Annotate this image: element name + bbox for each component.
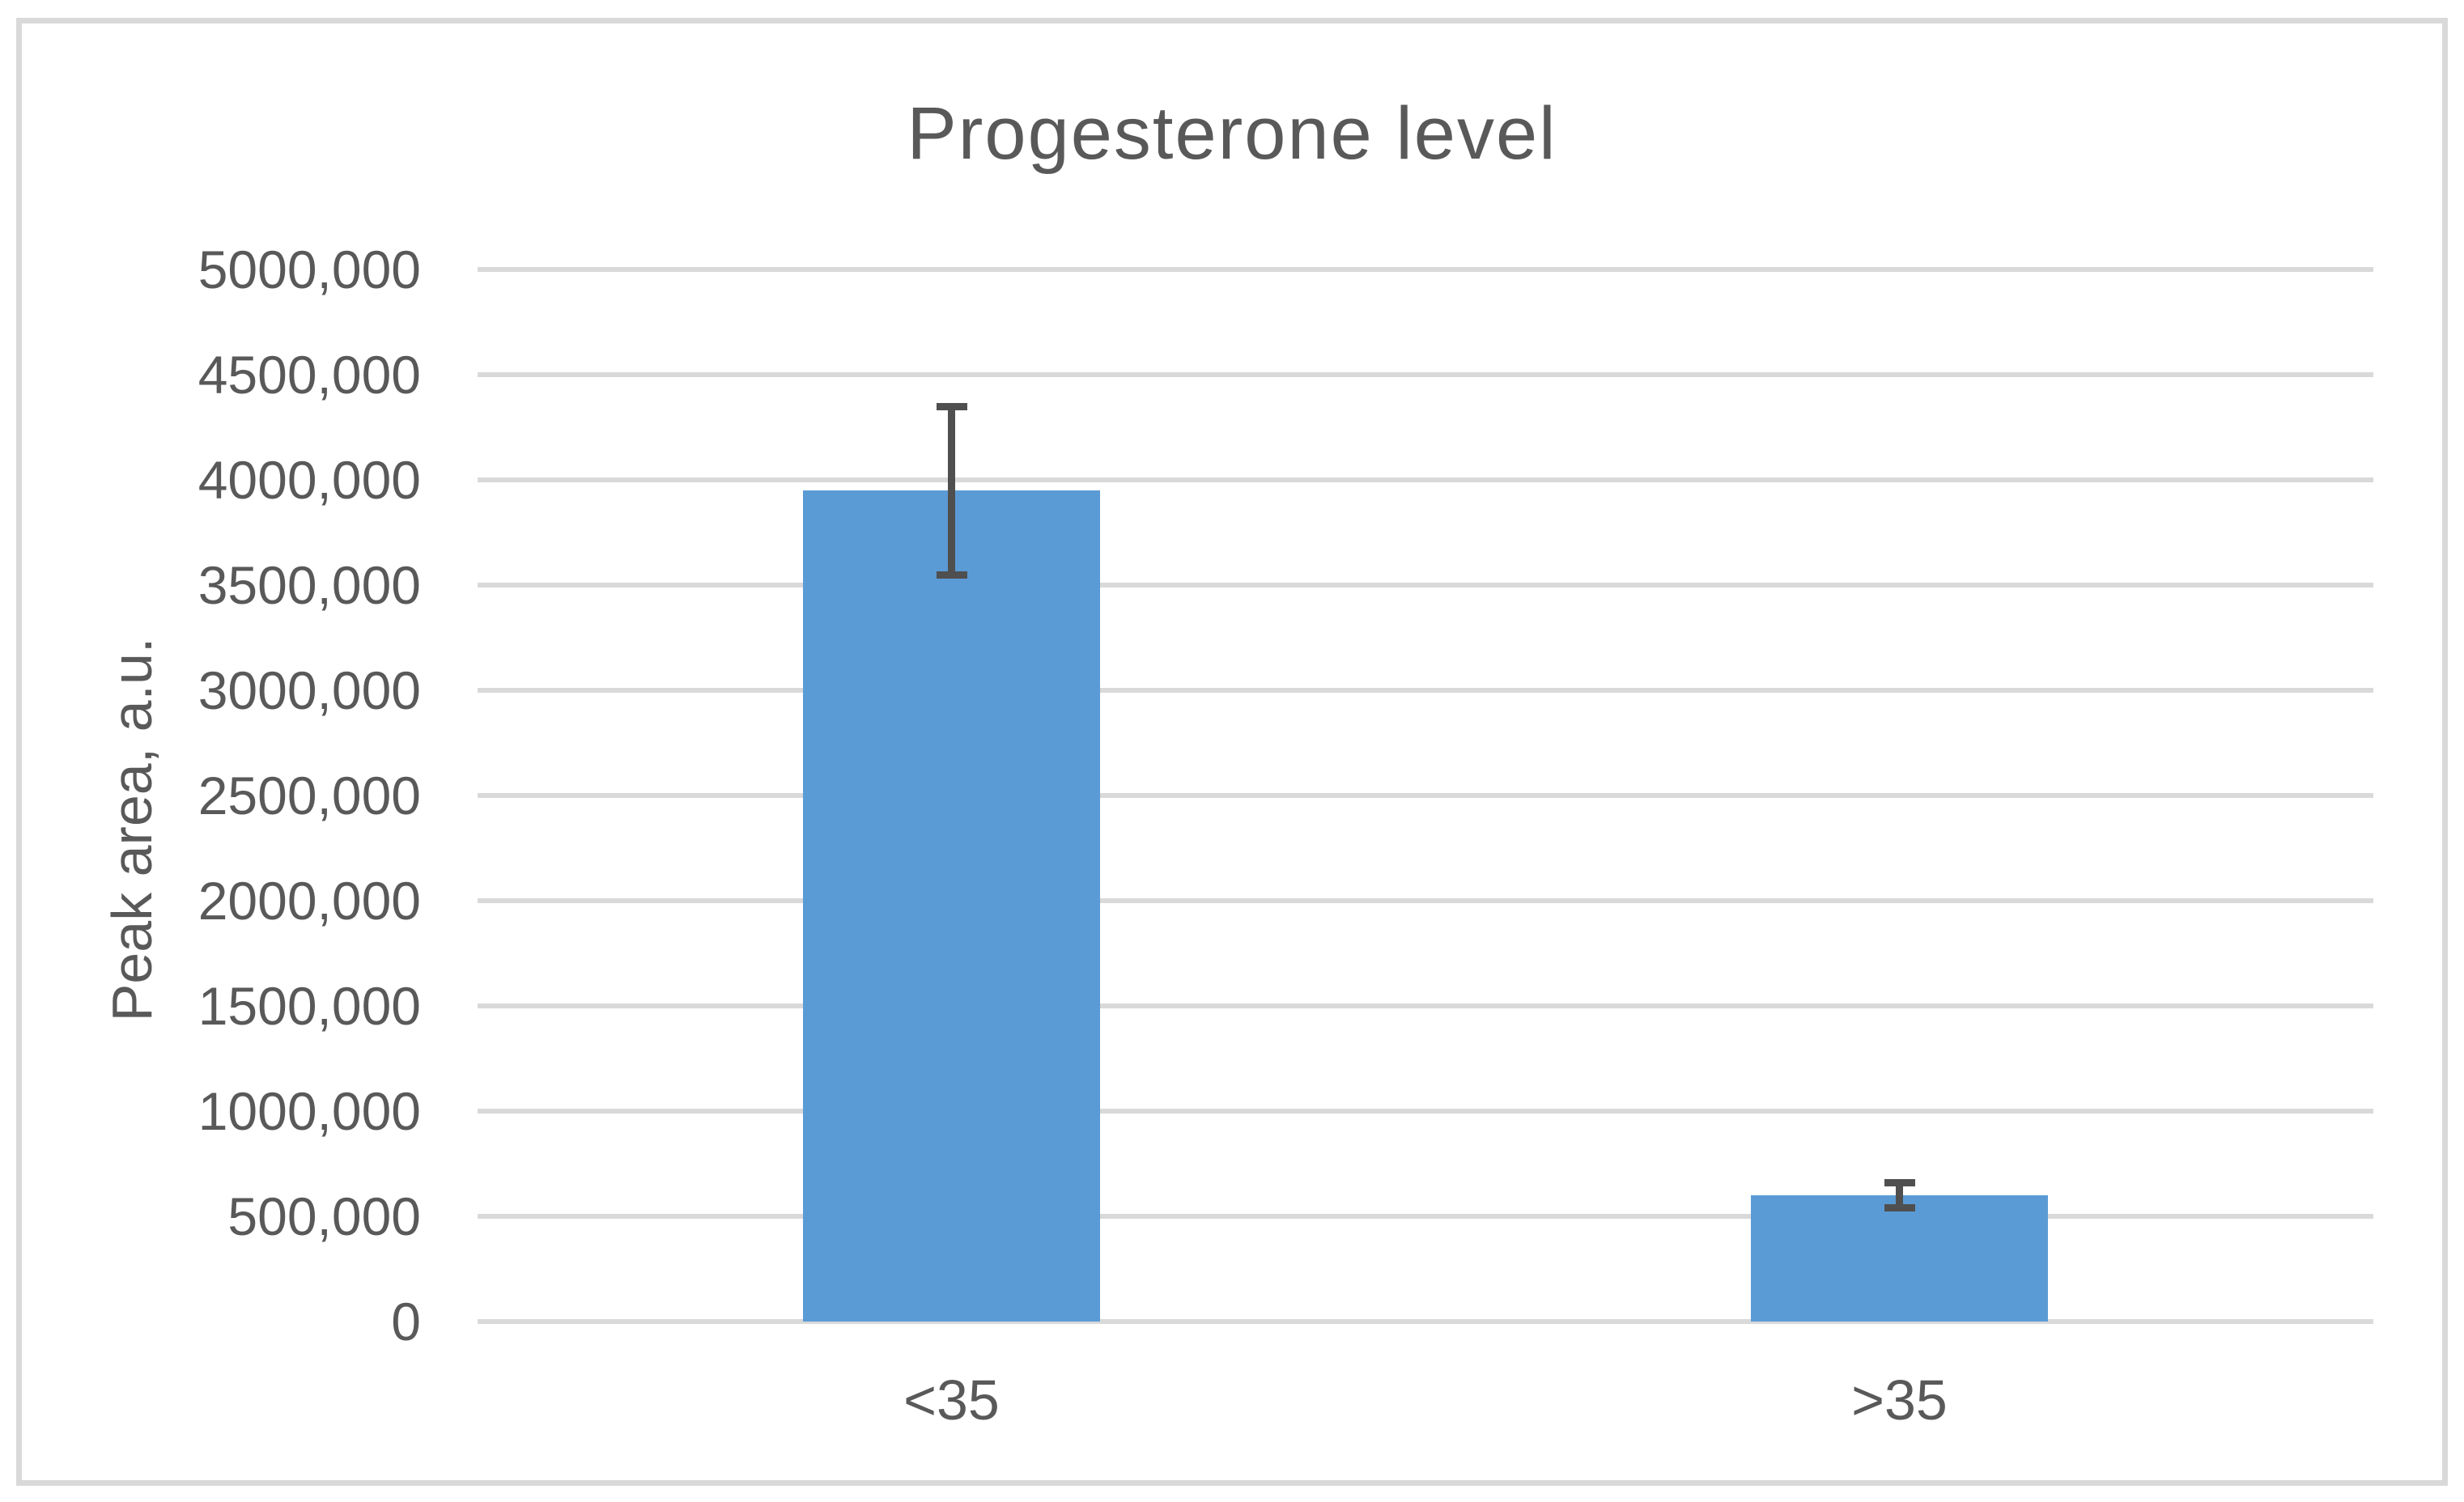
y-tick-label: 2000,000 — [198, 871, 421, 931]
gridline — [478, 1214, 2373, 1219]
error-bar-top-cap — [1884, 1178, 1915, 1186]
chart-border-frame — [16, 18, 2448, 1486]
gridline — [478, 477, 2373, 482]
y-tick-label: 1000,000 — [198, 1081, 421, 1141]
y-tick-label: 1500,000 — [198, 976, 421, 1036]
gridline — [478, 793, 2373, 798]
gridline — [478, 1109, 2373, 1114]
gridline — [478, 1319, 2373, 1324]
gridline — [478, 1003, 2373, 1008]
y-tick-label: 3500,000 — [198, 555, 421, 615]
bar — [803, 490, 1100, 1322]
gridline — [478, 898, 2373, 903]
plot-area — [478, 267, 2373, 1324]
error-bar-bottom-cap — [1884, 1204, 1915, 1212]
gridline — [478, 688, 2373, 693]
gridline — [478, 372, 2373, 377]
y-tick-label: 500,000 — [227, 1186, 421, 1246]
gridline — [478, 583, 2373, 588]
error-bar-bottom-cap — [936, 571, 967, 579]
error-bar-line — [948, 406, 955, 575]
chart-title: Progesterone level — [907, 92, 1557, 175]
y-tick-label: 4500,000 — [198, 345, 421, 405]
x-tick-label: >35 — [1851, 1368, 1948, 1432]
y-tick-label: 2500,000 — [198, 766, 421, 825]
bar — [1751, 1195, 2048, 1322]
error-bar-line — [1896, 1182, 1903, 1208]
y-tick-label: 0 — [391, 1292, 421, 1351]
x-tick-label: <35 — [903, 1368, 1000, 1432]
y-tick-label: 3000,000 — [198, 660, 421, 720]
gridline — [478, 267, 2373, 272]
y-tick-label: 5000,000 — [198, 240, 421, 299]
y-tick-label: 4000,000 — [198, 450, 421, 510]
error-bar-top-cap — [936, 402, 967, 410]
